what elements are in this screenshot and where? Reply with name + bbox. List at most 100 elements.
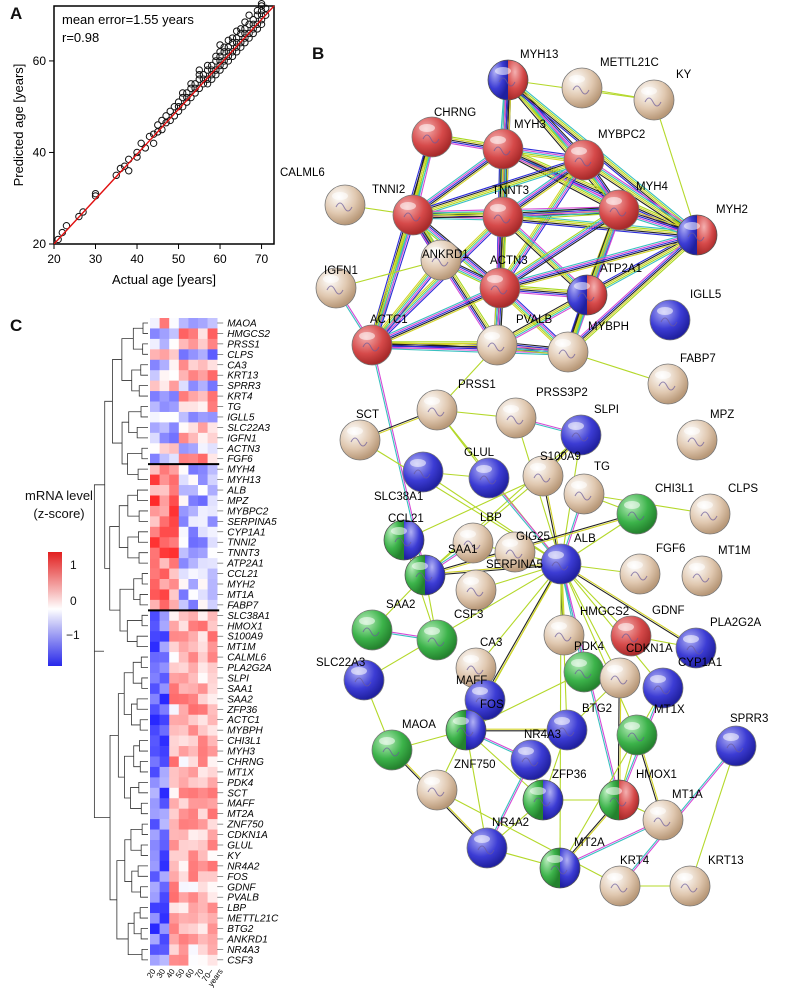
network-node-tnni2[interactable] <box>392 194 434 236</box>
network-node-mpz[interactable] <box>676 419 718 461</box>
network-edge <box>373 218 506 348</box>
heatmap-cell <box>178 829 189 841</box>
heatmap-cell <box>198 693 208 705</box>
network-node-krt4[interactable] <box>599 865 641 907</box>
network-node-slpi[interactable] <box>560 414 602 456</box>
network-node-chi3l1[interactable] <box>616 493 658 535</box>
heatmap-cell <box>198 860 208 872</box>
network-node-pdk4[interactable] <box>563 651 605 693</box>
network-node-fos[interactable] <box>445 709 487 751</box>
network-node-znf750[interactable] <box>416 769 458 811</box>
network-node-alb[interactable] <box>540 543 582 585</box>
scatter-point <box>220 57 228 65</box>
network-node-ky[interactable] <box>633 79 675 121</box>
network-node-ankrd1[interactable] <box>420 239 462 281</box>
network-node-clps[interactable] <box>689 493 731 535</box>
network-node-actc1[interactable] <box>351 324 393 366</box>
network-node-sct[interactable] <box>339 419 381 461</box>
node-label: PRSS3P2 <box>536 387 588 399</box>
node-label: NR4A3 <box>524 729 561 741</box>
network-node-sprr3[interactable] <box>715 725 757 767</box>
network-node-actn3[interactable] <box>479 267 521 309</box>
network-node-myh4[interactable] <box>598 189 640 231</box>
network-node-myh2[interactable] <box>676 214 718 256</box>
x-tick-label: 50 <box>172 252 186 266</box>
heatmap-cell <box>188 464 199 475</box>
heatmap-cell <box>207 422 218 434</box>
node-label: ACTC1 <box>370 314 408 326</box>
network-node-mt1x[interactable] <box>616 714 658 756</box>
network-node-gig25[interactable] <box>494 531 536 573</box>
network-node-ca3[interactable] <box>455 647 497 689</box>
network-node-slc22a3[interactable] <box>343 659 385 701</box>
network-node-csf3[interactable] <box>416 619 458 661</box>
heatmap-cell <box>169 672 180 684</box>
network-node-gdnf[interactable] <box>610 615 652 657</box>
network-node-maoa[interactable] <box>371 729 413 771</box>
network-node-hmox1[interactable] <box>598 779 640 821</box>
network-node-slc38a1[interactable] <box>402 451 444 493</box>
network-node-btg2[interactable] <box>546 709 588 751</box>
network-node-nr4a3[interactable] <box>510 739 552 781</box>
network-node-krt13[interactable] <box>669 865 711 907</box>
network-node-glul[interactable] <box>468 457 510 499</box>
network-node-igfn1[interactable] <box>315 267 357 309</box>
heatmap-cell <box>207 766 218 778</box>
network-node-saa1[interactable] <box>404 554 446 596</box>
network-node-igll5[interactable] <box>649 299 691 341</box>
network-node-pvalb[interactable] <box>476 324 518 366</box>
network-edge <box>500 160 586 290</box>
heatmap-cell <box>150 338 160 350</box>
network-node-fgf6[interactable] <box>619 553 661 595</box>
gene-label: TNNI2 <box>227 538 256 549</box>
network-node-prss1[interactable] <box>416 389 458 431</box>
scatter-point <box>241 38 249 47</box>
network-node-cdkn1a[interactable] <box>599 657 641 699</box>
network-node-tnnt3[interactable] <box>482 196 524 238</box>
gene-label: CCL21 <box>227 569 258 580</box>
scatter-point <box>257 2 266 10</box>
heatmap-cell <box>207 391 218 402</box>
heatmap-cell <box>169 735 180 747</box>
network-node-ccl21[interactable] <box>383 519 425 561</box>
network-node-maff[interactable] <box>464 679 506 721</box>
network-node-saa2[interactable] <box>351 609 393 651</box>
network-node-mt2a[interactable] <box>539 847 581 889</box>
network-node-lbp[interactable] <box>452 522 494 564</box>
network-node-cyp1a1[interactable] <box>642 667 684 709</box>
heatmap-cell <box>159 547 170 559</box>
gene-label: MT1M <box>227 642 256 653</box>
heatmap-cell <box>178 495 189 507</box>
network-node-mybph[interactable] <box>547 331 589 373</box>
heatmap-cell <box>150 558 160 569</box>
network-node-mt1m[interactable] <box>681 555 723 597</box>
network-node-hmgcs2[interactable] <box>543 614 585 656</box>
network-node-nr4a2[interactable] <box>466 827 508 869</box>
network-node-s100a9[interactable] <box>522 455 564 497</box>
network-node-calml6[interactable] <box>324 184 366 226</box>
heatmap-cell <box>188 787 199 799</box>
network-node-chrng[interactable] <box>411 116 453 158</box>
heatmap-cell <box>159 599 170 611</box>
heatmap-cell <box>169 380 180 392</box>
heatmap-cell <box>207 756 218 768</box>
heatmap-cell <box>207 318 218 329</box>
network-node-tg[interactable] <box>563 473 605 515</box>
network-node-myh3[interactable] <box>482 128 524 170</box>
network-node-mybpc2[interactable] <box>563 139 605 181</box>
network-node-fabp7[interactable] <box>647 363 689 405</box>
network-node-myh13[interactable] <box>487 59 529 101</box>
network-node-zfp36[interactable] <box>522 779 564 821</box>
network-node-prss3p2[interactable] <box>495 397 537 439</box>
network-node-mt1a[interactable] <box>642 799 684 841</box>
network-node-mettl21c[interactable] <box>561 67 603 109</box>
heatmap-cell <box>159 631 170 642</box>
network-node-atp2a1[interactable] <box>566 274 608 316</box>
heatmap-cell <box>169 840 180 851</box>
heatmap-cell <box>198 474 208 486</box>
network-node-serpina5[interactable] <box>455 569 497 611</box>
network-edge <box>583 159 698 236</box>
network-node-pla2g2a[interactable] <box>675 627 717 669</box>
heatmap-cell <box>178 505 189 517</box>
heatmap-cell <box>159 432 170 444</box>
